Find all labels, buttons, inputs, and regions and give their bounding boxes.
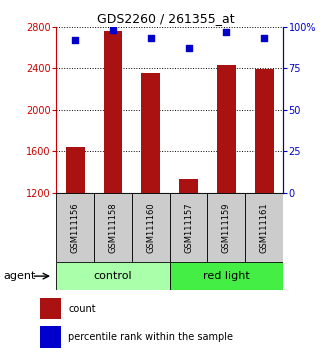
Bar	[141, 73, 160, 318]
Text: GSM111156: GSM111156	[71, 202, 80, 253]
Bar	[217, 65, 236, 318]
Bar	[40, 298, 61, 319]
Text: GSM111160: GSM111160	[146, 202, 155, 253]
Point	[186, 45, 191, 51]
Bar	[104, 31, 122, 318]
Bar	[40, 326, 61, 348]
Bar	[66, 147, 85, 318]
Text: GSM111159: GSM111159	[222, 202, 231, 253]
Bar	[245, 193, 283, 262]
Text: GSM111161: GSM111161	[260, 202, 269, 253]
Bar	[56, 262, 169, 290]
Point	[110, 27, 116, 33]
Text: GDS2260 / 261355_at: GDS2260 / 261355_at	[97, 12, 234, 25]
Text: count: count	[68, 303, 96, 314]
Text: control: control	[94, 271, 132, 281]
Bar	[179, 179, 198, 318]
Point	[148, 35, 153, 41]
Text: agent: agent	[3, 271, 36, 281]
Point	[224, 29, 229, 34]
Point	[261, 35, 267, 41]
Text: GSM111158: GSM111158	[109, 202, 118, 253]
Bar	[132, 193, 169, 262]
Text: percentile rank within the sample: percentile rank within the sample	[68, 332, 233, 342]
Bar	[169, 193, 208, 262]
Point	[72, 37, 78, 43]
Bar	[169, 262, 283, 290]
Text: red light: red light	[203, 271, 250, 281]
Bar	[94, 193, 132, 262]
Text: GSM111157: GSM111157	[184, 202, 193, 253]
Bar	[56, 193, 94, 262]
Bar	[255, 69, 273, 318]
Bar	[208, 193, 245, 262]
